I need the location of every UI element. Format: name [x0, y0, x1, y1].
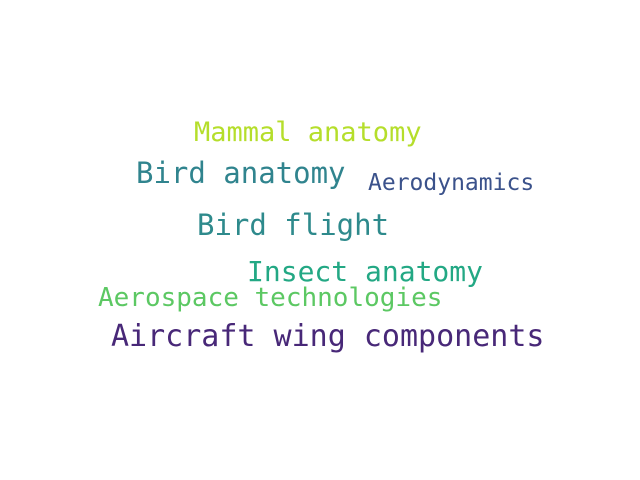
word-aircraft-wing-components: Aircraft wing components [111, 319, 545, 354]
word-bird-anatomy: Bird anatomy [136, 156, 346, 190]
word-aerospace-technologies: Aerospace technologies [98, 283, 443, 313]
word-insect-anatomy: Insect anatomy [247, 255, 484, 288]
word-bird-flight: Bird flight [197, 208, 390, 242]
word-mammal-anatomy: Mammal anatomy [194, 117, 422, 148]
word-aerodynamics: Aerodynamics [368, 170, 535, 196]
